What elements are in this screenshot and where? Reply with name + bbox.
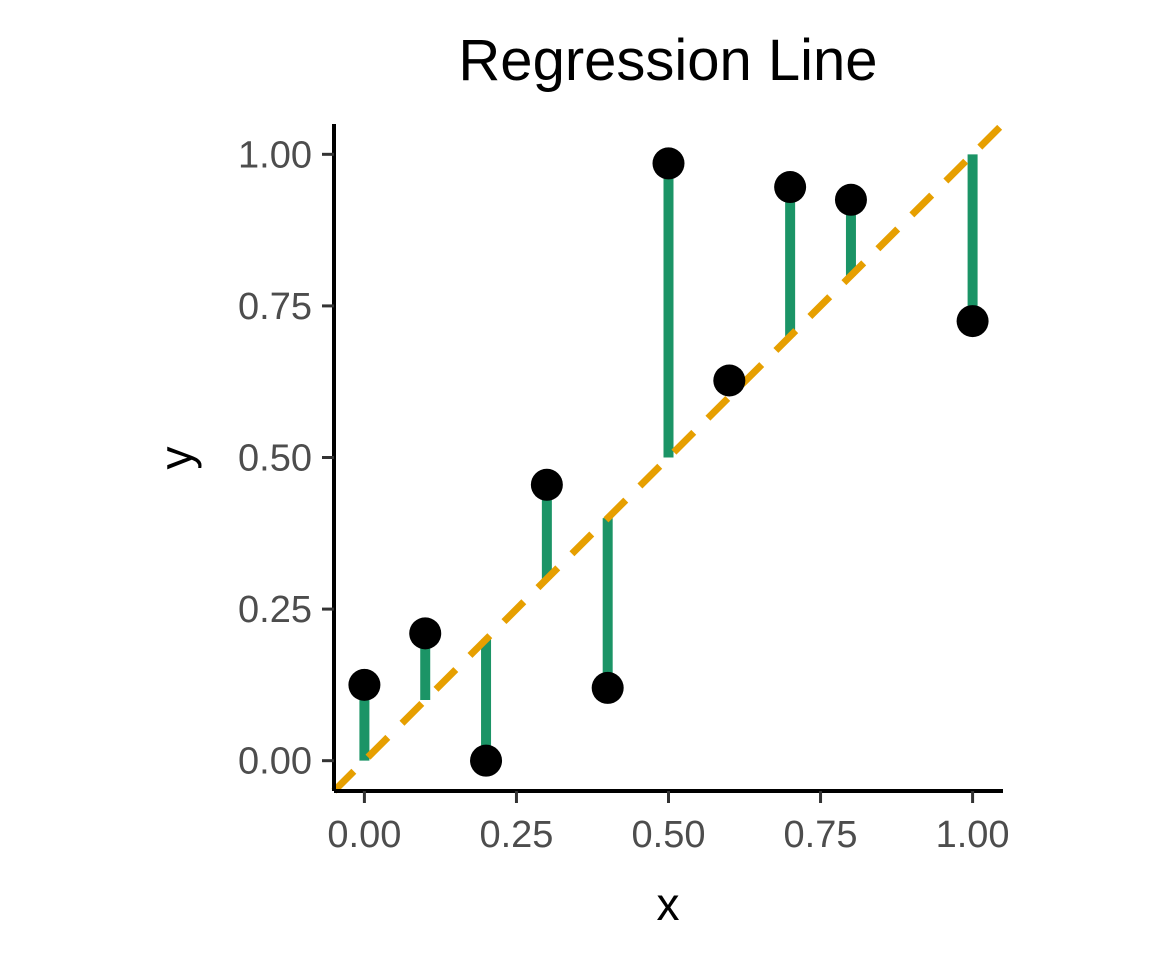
y-tick-label: 0.00 (238, 741, 312, 783)
y-axis-ticks: 0.00 0.25 0.50 0.75 1.00 (238, 134, 334, 783)
x-tick-label: 0.75 (784, 814, 858, 856)
data-point (774, 171, 807, 204)
y-tick-label: 0.75 (238, 286, 312, 328)
x-tick-label: 0.25 (479, 814, 553, 856)
data-point (713, 364, 746, 397)
x-axis-ticks: 0.00 0.25 0.50 0.75 1.00 (327, 791, 1010, 856)
x-tick-label: 0.50 (632, 814, 706, 856)
data-point (409, 617, 442, 650)
data-point (956, 305, 989, 338)
data-point (834, 183, 867, 216)
y-axis-title: y (150, 447, 202, 470)
data-point (470, 744, 503, 777)
x-tick-label: 1.00 (936, 814, 1010, 856)
chart-title: Regression Line (458, 28, 877, 93)
data-point (591, 671, 624, 704)
data-point (348, 668, 381, 701)
regression-line-group (331, 121, 1006, 794)
residual-segments (359, 154, 978, 761)
x-tick-label: 0.00 (327, 814, 401, 856)
y-tick-label: 0.25 (238, 589, 312, 631)
y-tick-label: 1.00 (238, 134, 312, 176)
x-axis-title: x (657, 878, 680, 930)
data-point (530, 468, 563, 501)
data-points (348, 147, 989, 777)
data-point (652, 147, 685, 180)
y-tick-label: 0.50 (238, 438, 312, 480)
regression-line (331, 121, 1006, 794)
